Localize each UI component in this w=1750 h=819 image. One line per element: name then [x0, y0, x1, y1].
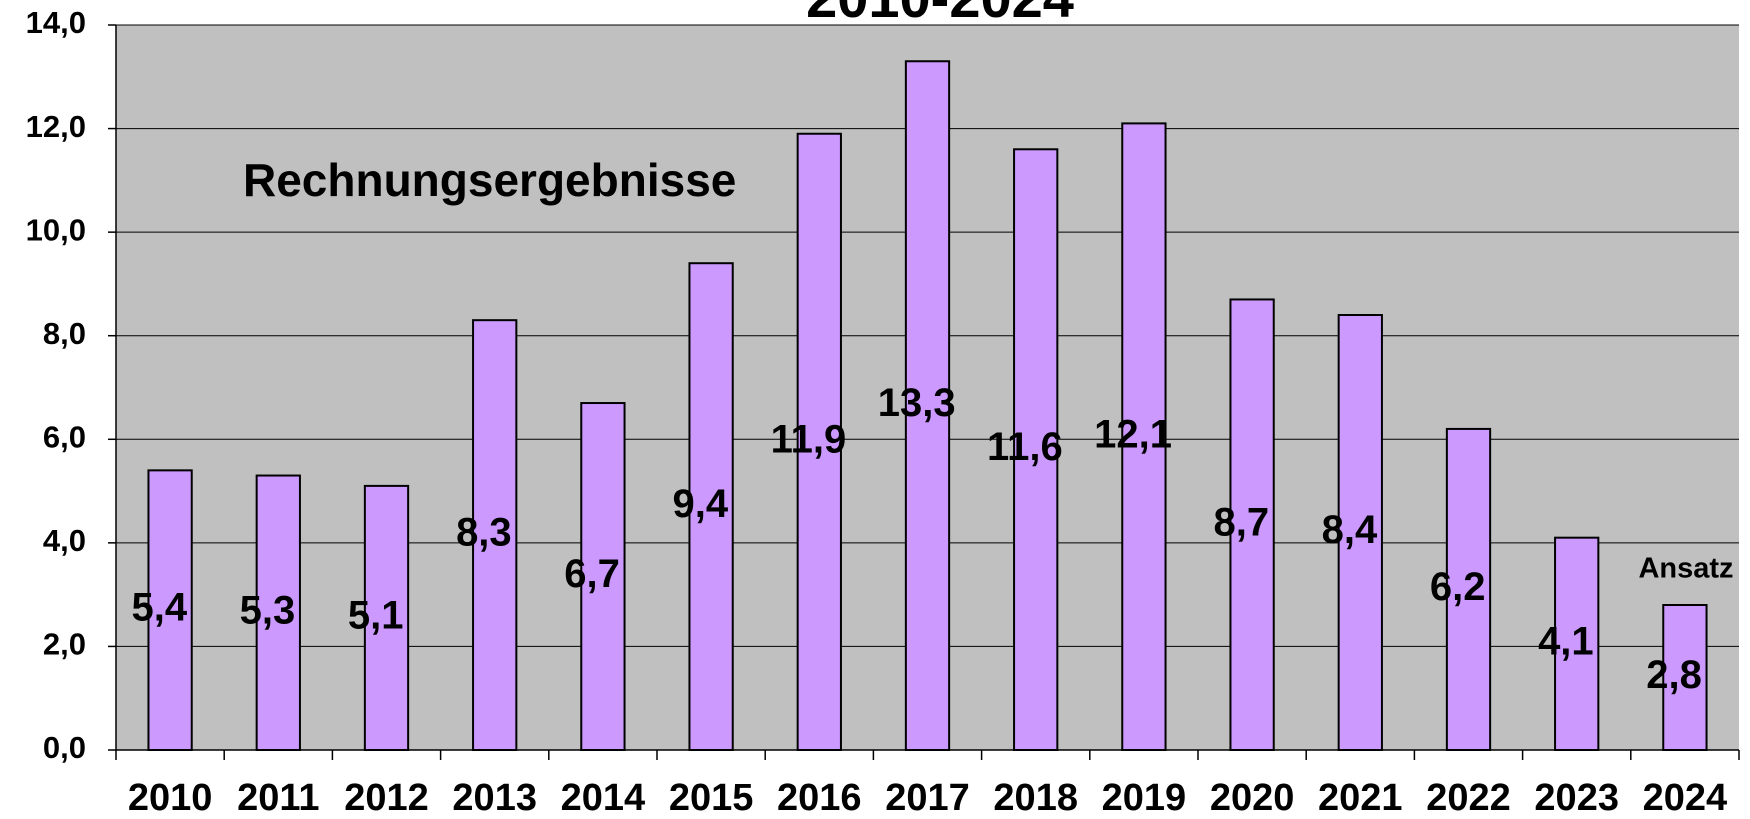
x-tick-label: 2019: [1102, 777, 1187, 819]
x-tick-label: 2012: [344, 777, 429, 819]
x-tick-label: 2011: [237, 777, 319, 819]
x-tick-label: 2021: [1318, 777, 1403, 819]
y-tick-label: 0,0: [43, 730, 86, 765]
x-tick-label: 2020: [1210, 777, 1295, 819]
data-label: 8,7: [1213, 500, 1269, 544]
x-tick-label: 2017: [885, 777, 970, 819]
bar: [1662, 604, 1708, 751]
data-label: 13,3: [878, 381, 956, 425]
data-label: 4,1: [1538, 619, 1594, 663]
data-label: 6,2: [1430, 565, 1486, 609]
data-label: 8,4: [1322, 508, 1378, 552]
bar: [904, 60, 951, 751]
bar: [255, 474, 301, 751]
bar: [1445, 427, 1492, 751]
bar: [1121, 122, 1167, 751]
x-tick-label: 2010: [128, 777, 213, 819]
x-tick-label: 2016: [777, 777, 862, 819]
data-label: 8,3: [456, 511, 512, 555]
annotation: Ansatz: [1638, 553, 1733, 585]
x-tick-label: 2013: [452, 777, 537, 819]
y-tick-label: 12,0: [26, 109, 86, 144]
data-label: 11,9: [771, 417, 847, 461]
y-tick-label: 10,0: [26, 212, 86, 247]
y-tick-label: 2,0: [43, 627, 86, 662]
x-tick-label: 2014: [561, 777, 646, 819]
bar: [1337, 314, 1383, 751]
bar: [796, 132, 842, 751]
data-label: 5,1: [348, 594, 404, 638]
data-label: 11,6: [987, 425, 1063, 469]
data-label: 6,7: [564, 552, 620, 596]
x-tick-label: 2024: [1643, 777, 1728, 819]
y-tick-label: 8,0: [43, 316, 86, 351]
x-tick-label: 2018: [993, 777, 1078, 819]
data-label: 9,4: [672, 482, 728, 526]
y-tick-label: 4,0: [43, 523, 86, 558]
y-tick-label: 6,0: [43, 419, 86, 454]
bar: [472, 319, 518, 751]
x-tick-label: 2023: [1534, 777, 1619, 819]
bar: [1554, 536, 1600, 752]
data-label: 5,4: [131, 586, 187, 630]
bar: [580, 402, 626, 751]
annotation: Rechnungsergebnisse: [243, 154, 736, 206]
x-tick-label: 2015: [669, 777, 754, 819]
bar: [1013, 148, 1059, 752]
bar: [688, 262, 734, 751]
chart-title: 2010-2024: [806, 0, 1074, 29]
y-tick-label: 14,0: [26, 5, 86, 40]
data-label: 5,3: [240, 588, 296, 632]
bar: [147, 469, 193, 751]
x-tick-label: 2022: [1426, 777, 1511, 819]
data-label: 12,1: [1094, 412, 1172, 456]
bar: [363, 484, 410, 751]
bar: [1229, 298, 1275, 751]
data-label: 2,8: [1646, 653, 1702, 697]
